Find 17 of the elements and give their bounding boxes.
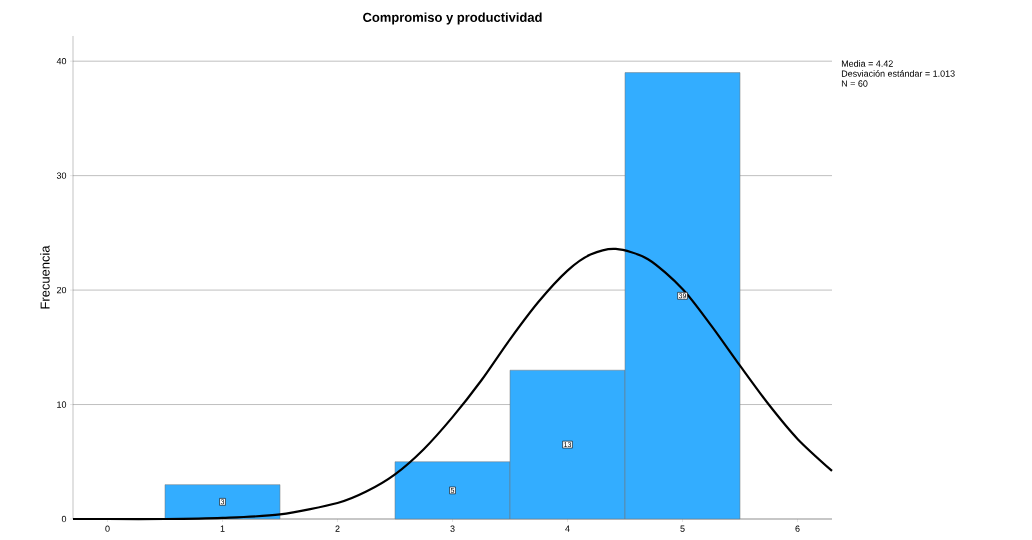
x-tick-label: 0 [105, 525, 110, 532]
x-tick-label: 4 [565, 525, 570, 532]
y-tick-label: 10 [57, 401, 67, 408]
y-tick-label: 30 [56, 172, 67, 179]
x-tick-label: 5 [680, 525, 685, 532]
x-tick-label: 2 [335, 525, 340, 532]
x-tick-label: 3 [450, 525, 455, 532]
x-tick-label: 1 [220, 525, 225, 532]
text: N = 60 [841, 80, 868, 87]
text: Desviación estándar = 1.013 [841, 70, 955, 77]
y-tick-label: 0 [61, 515, 67, 523]
y-tick-label: 40 [56, 58, 67, 65]
chart-title: Compromiso y productividad [363, 12, 542, 25]
y-tick-label: 20 [56, 286, 67, 294]
y-axis-title: Frecuencia [40, 245, 50, 309]
x-tick-label: 6 [795, 525, 800, 532]
text: Media = 4.42 [841, 60, 893, 67]
